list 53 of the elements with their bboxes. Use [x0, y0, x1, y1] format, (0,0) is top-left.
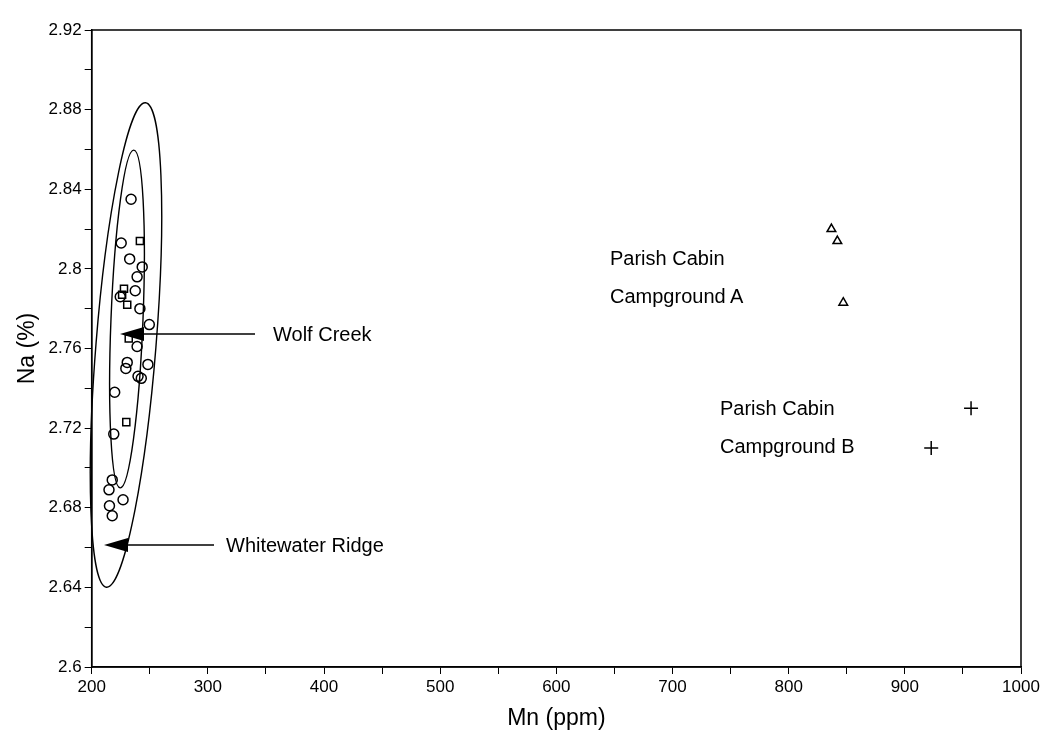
point: [119, 284, 129, 294]
x-tick-label: 300: [193, 676, 223, 696]
x-tick-label: 600: [542, 676, 571, 696]
point: [103, 484, 115, 496]
y-tick-label: 2.88: [48, 99, 82, 119]
y-tick-label: 2.92: [48, 19, 82, 39]
x-tick-label: 900: [890, 676, 920, 696]
point: [106, 509, 118, 522]
point: [142, 358, 154, 371]
point: [136, 261, 148, 273]
point: [135, 236, 145, 246]
point: [143, 318, 156, 331]
annotation: Wolf Creek: [273, 322, 372, 347]
point: [963, 400, 979, 416]
y-tick-label: 2.72: [48, 417, 82, 437]
y-tick-label: 2.68: [48, 497, 82, 517]
point: [103, 500, 116, 512]
x-tick-label: 700: [658, 676, 687, 696]
y-axis-title: Na (%): [13, 312, 40, 385]
point: [123, 253, 136, 265]
point: [838, 296, 849, 306]
point: [131, 271, 143, 283]
point: [122, 300, 132, 309]
annotation: Parish Cabin Campground A: [610, 246, 744, 309]
y-tick-label: 2.6: [58, 656, 82, 676]
x-tick-label: 500: [425, 676, 455, 696]
point: [117, 494, 129, 506]
x-axis-title: Mn (ppm): [507, 703, 606, 730]
point: [121, 356, 133, 369]
point: [131, 340, 143, 353]
point: [923, 440, 939, 456]
annotation: Parish Cabin Campground B: [720, 396, 855, 459]
x-tick-label: 1000: [1002, 676, 1040, 696]
point: [135, 372, 148, 385]
x-tick-label: 400: [309, 676, 339, 696]
point: [125, 193, 137, 205]
point: [826, 223, 837, 233]
x-tick-label: 800: [774, 676, 803, 696]
point: [832, 235, 843, 245]
point: [134, 302, 146, 315]
x-tick-label: 200: [77, 676, 106, 696]
point: [132, 370, 144, 383]
annotation: Whitewater Ridge: [226, 533, 384, 558]
y-tick-label: 2.8: [58, 258, 82, 278]
point: [106, 474, 118, 486]
y-tick-label: 2.84: [48, 178, 82, 198]
point: [122, 417, 131, 427]
y-tick-label: 2.64: [48, 577, 82, 597]
y-tick-label: 2.76: [48, 338, 82, 358]
point: [115, 237, 127, 249]
point: [120, 362, 132, 375]
point: [129, 285, 141, 297]
point: [108, 428, 120, 440]
